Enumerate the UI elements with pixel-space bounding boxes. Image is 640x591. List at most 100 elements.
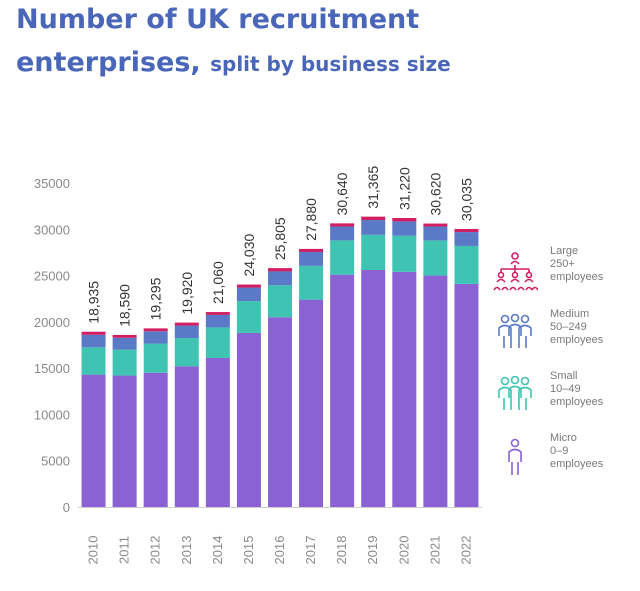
x-tick-label: 2020 [396, 536, 411, 565]
bar-segment-micro [236, 332, 261, 507]
bar-segment-micro [205, 357, 230, 507]
bar-segment-small [174, 338, 199, 367]
bar-total-label: 30,620 [427, 173, 443, 216]
y-tick-label: 5000 [41, 454, 70, 469]
bar-segment-large [81, 331, 106, 335]
bar-segment-small [299, 265, 324, 300]
bar-total-label: 27,880 [303, 198, 319, 241]
bar-segment-medium [423, 226, 448, 241]
bar-segment-micro [81, 374, 106, 507]
bar-segment-large [330, 223, 355, 227]
legend-label-small: Small [550, 370, 578, 382]
bar-total-label: 30,035 [458, 178, 474, 221]
y-tick-label: 0 [63, 500, 70, 515]
bar-segment-micro [299, 299, 324, 507]
bar-segment-micro [330, 274, 355, 507]
bar-segment-small [392, 235, 417, 272]
bar-segment-small [143, 343, 168, 373]
x-tick-label: 2019 [365, 536, 380, 565]
bar-segment-large [361, 216, 386, 221]
bar-segment-micro [143, 372, 168, 507]
bar-segment-micro [454, 283, 479, 507]
chart-subtitle: split by business size [210, 52, 451, 76]
bar-segment-medium [454, 232, 479, 246]
legend-label-large: Large [550, 245, 579, 257]
bar-segment-small [268, 285, 292, 318]
legend-range-medium: 50–249 [550, 321, 587, 333]
bar-segment-medium [330, 226, 355, 241]
bar-segment-large [205, 312, 230, 315]
legend-item-small: Small 10–49 employees [492, 370, 632, 420]
group-people-icon [498, 376, 532, 410]
bar-segment-large [174, 322, 199, 326]
bar-segment-micro [112, 375, 137, 507]
x-tick-label: 2014 [210, 536, 225, 565]
bar-segment-small [236, 301, 261, 333]
legend-unit-large: employees [550, 271, 604, 283]
bar-segment-large [112, 334, 137, 338]
x-tick-label: 2011 [117, 536, 132, 564]
bar-segment-large [268, 268, 292, 272]
legend-item-micro: Micro 0–9 employees [492, 432, 632, 482]
bar-segment-large [392, 217, 417, 222]
legend-label-micro: Micro [550, 432, 577, 444]
bar-segment-medium [236, 287, 261, 302]
bar-segment-small [423, 240, 448, 276]
bar-segment-micro [423, 275, 448, 507]
legend-range-large: 250+ [550, 258, 575, 270]
x-tick-label: 2015 [241, 536, 256, 565]
bar-segment-micro [392, 271, 417, 507]
bar-total-label: 18,590 [117, 284, 133, 327]
legend-item-medium: Medium 50–249 employees [492, 308, 632, 358]
bar-segment-medium [392, 221, 417, 236]
x-tick-label: 2018 [334, 536, 349, 565]
bar-segment-small [330, 240, 355, 275]
y-tick-label: 20000 [34, 315, 70, 330]
bar-segment-medium [299, 251, 324, 266]
legend-range-small: 10–49 [550, 383, 581, 395]
bar-segment-small [205, 327, 230, 358]
legend-unit-medium: employees [550, 334, 604, 346]
chart-title-line1: Number of UK recruitment [16, 4, 420, 35]
bar-segment-medium [174, 325, 199, 339]
bar-total-label: 21,060 [210, 261, 226, 304]
legend-unit-micro: employees [550, 458, 604, 470]
legend-label-medium: Medium [550, 308, 590, 320]
x-tick-label: 2010 [86, 536, 101, 565]
bar-segment-large [143, 328, 168, 332]
y-tick-label: 15000 [34, 361, 70, 376]
chart-title-main: enterprises, [16, 47, 201, 78]
y-tick-label: 30000 [34, 222, 70, 237]
bar-total-label: 31,365 [365, 166, 381, 209]
bar-total-label: 19,295 [148, 277, 164, 320]
org-chart-people-icon [493, 252, 538, 291]
bar-segment-large [299, 248, 324, 252]
bar-total-label: 30,640 [334, 172, 350, 215]
bar-segment-small [361, 234, 386, 271]
bar-total-label: 19,920 [179, 272, 195, 315]
y-tick-label: 10000 [34, 407, 70, 422]
bar-segment-medium [361, 220, 386, 235]
bar-segment-micro [268, 317, 292, 507]
x-tick-label: 2016 [272, 536, 287, 565]
bar-total-label: 24,030 [241, 234, 257, 277]
bar-segment-medium [143, 331, 168, 344]
x-tick-label: 2017 [303, 536, 318, 565]
x-tick-label: 2012 [148, 536, 163, 565]
bar-segment-large [454, 228, 479, 233]
x-tick-label: 2021 [427, 536, 442, 565]
bar-total-label: 18,935 [86, 281, 102, 324]
legend-range-micro: 0–9 [550, 445, 569, 457]
bar-segment-small [81, 347, 106, 375]
chart-title-line2: enterprises, split by business size [16, 47, 451, 78]
bar-segment-medium [205, 314, 230, 328]
x-tick-label: 2013 [179, 536, 194, 565]
y-tick-label: 25000 [34, 269, 70, 284]
bar-segment-medium [112, 337, 137, 350]
bar-segment-large [236, 284, 261, 288]
y-tick-label: 35000 [34, 176, 70, 191]
bar-segment-small [112, 349, 137, 376]
bar-segment-micro [174, 366, 199, 507]
